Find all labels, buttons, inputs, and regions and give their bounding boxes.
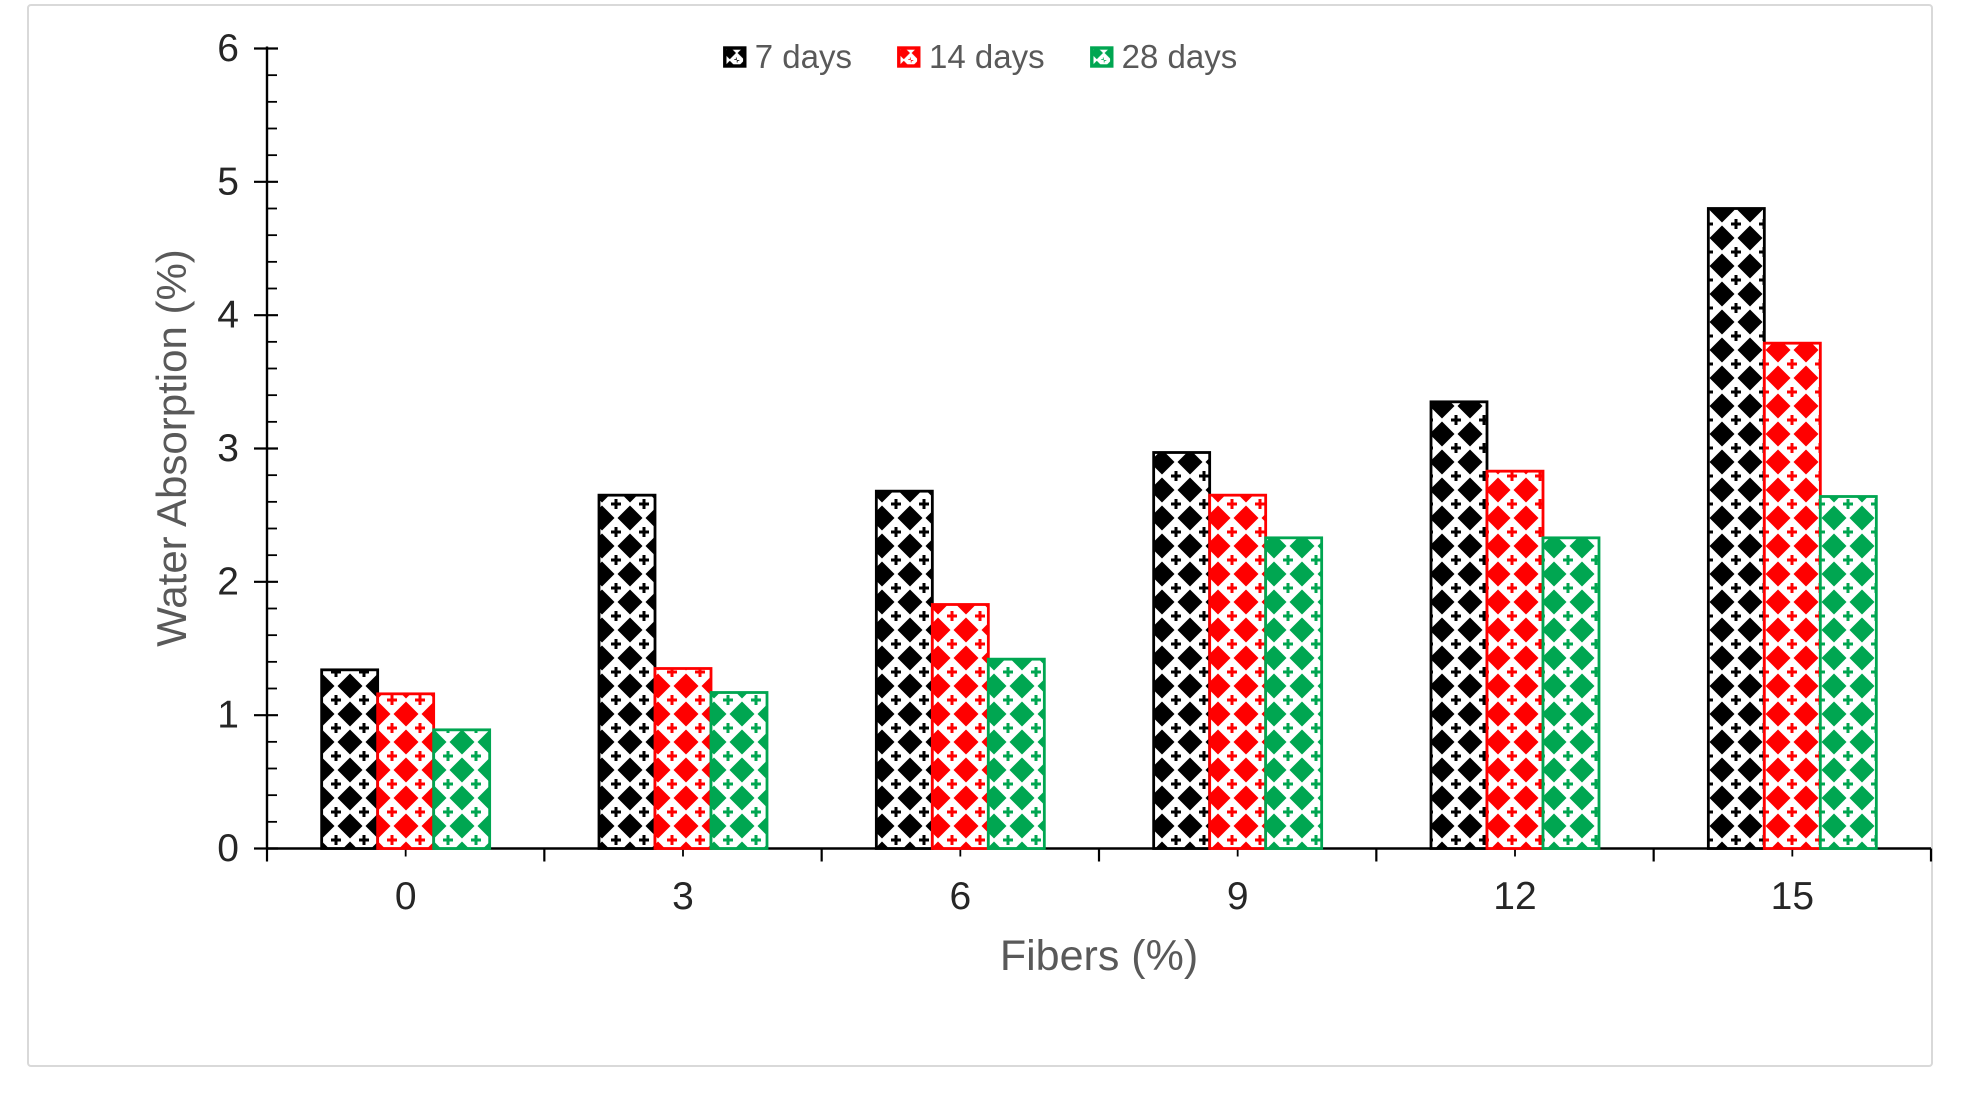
x-tick-label: 6 <box>949 875 971 918</box>
legend-marker-icon <box>723 45 747 68</box>
y-tick-label: 5 <box>217 160 239 203</box>
x-tick-label: 0 <box>395 875 417 918</box>
legend-label: 28 days <box>1121 38 1238 75</box>
legend-item-28days: 28 days <box>1089 38 1238 75</box>
x-tick-label: 12 <box>1493 875 1536 918</box>
y-tick-label: 2 <box>217 560 239 603</box>
x-tick-label: 15 <box>1771 875 1814 918</box>
legend-marker-icon <box>1089 45 1114 68</box>
y-tick-label: 0 <box>217 827 239 870</box>
bar-28days-15 <box>1818 495 1878 850</box>
y-tick-label: 4 <box>217 294 239 337</box>
legend-marker-icon <box>897 45 921 68</box>
bar-28days-12 <box>1541 536 1601 850</box>
bar-28days-3 <box>709 691 769 850</box>
bar-28days-6 <box>986 657 1046 850</box>
y-tick-label: 3 <box>217 427 239 470</box>
y-tick-label: 1 <box>217 694 239 737</box>
legend-label: 14 days <box>929 38 1045 75</box>
x-tick-label: 9 <box>1227 875 1249 918</box>
chart-frame-border <box>27 4 1933 1067</box>
bar-28days-0 <box>432 728 492 850</box>
legend-item-7days: 7 days <box>723 40 852 73</box>
y-tick-label: 6 <box>217 27 239 70</box>
x-tick-label: 3 <box>672 875 694 918</box>
y-axis-title: Water Absorption (%) <box>148 249 195 647</box>
legend-item-14days: 14 days <box>897 40 1045 73</box>
legend-label: 7 days <box>754 38 853 75</box>
x-axis-title: Fibers (%) <box>999 932 1199 980</box>
legend: 7 days 14 days 28 days <box>723 40 1237 73</box>
bar-28days-9 <box>1264 536 1324 850</box>
